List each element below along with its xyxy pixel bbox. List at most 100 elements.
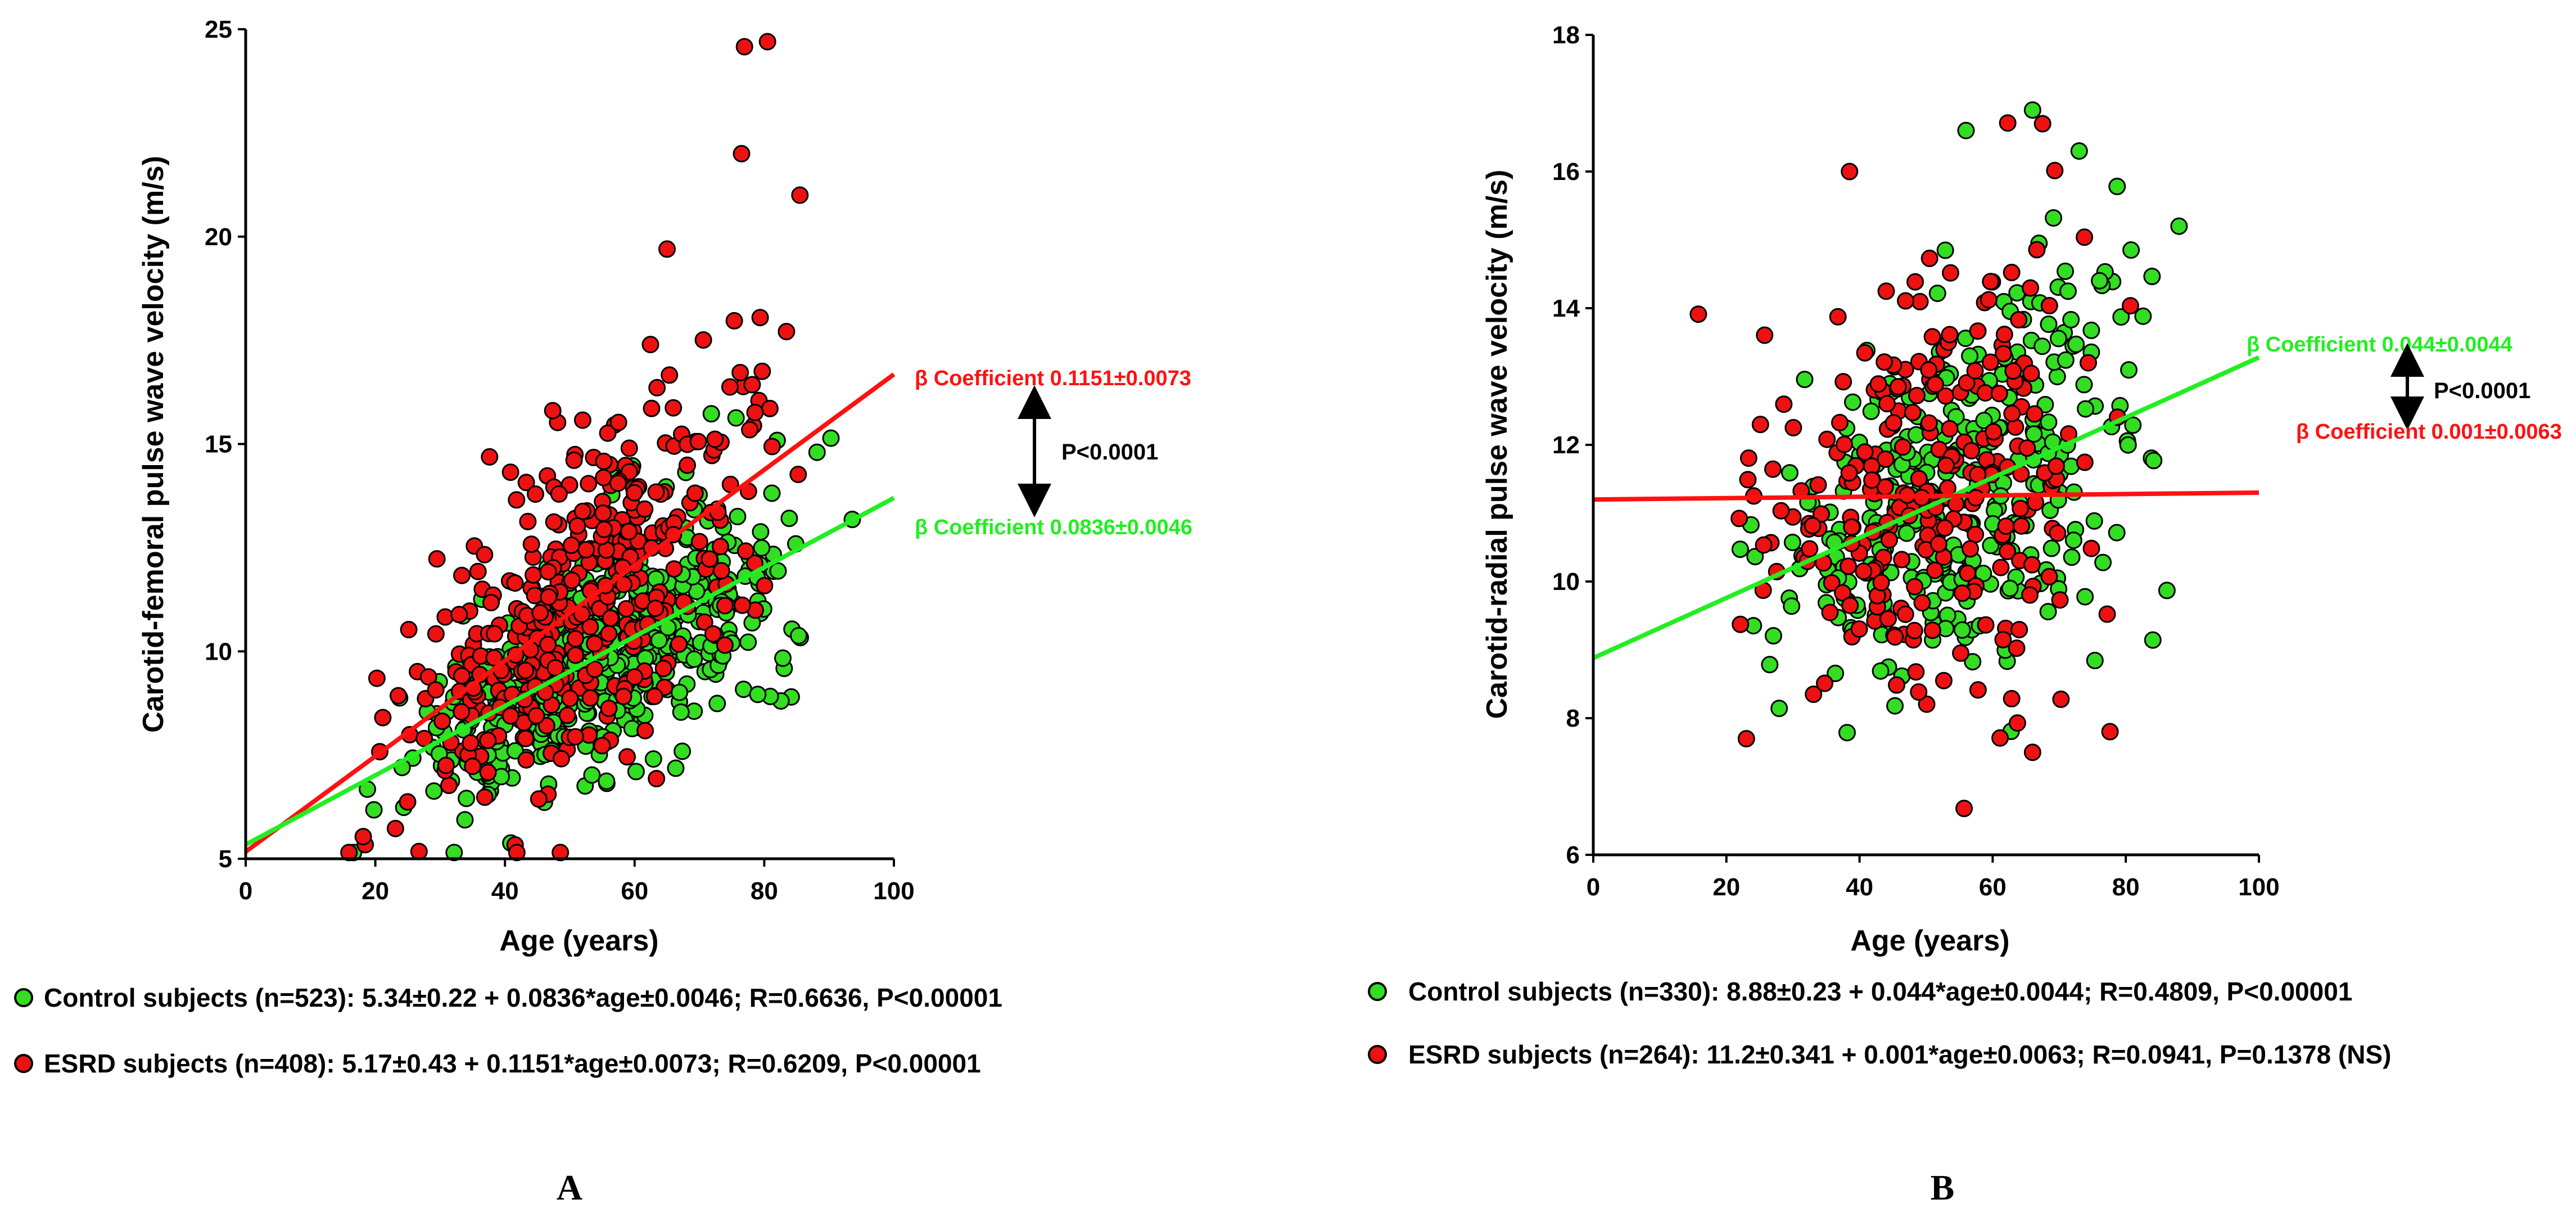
esrd-data-point xyxy=(450,606,468,624)
esrd-data-point xyxy=(1995,345,2012,363)
control-data-point xyxy=(727,409,745,427)
control-data-point xyxy=(1796,371,1814,389)
esrd-data-point xyxy=(453,667,471,685)
esrd-data-point xyxy=(648,378,666,396)
control-data-point xyxy=(780,510,798,528)
esrd-data-point xyxy=(701,550,718,568)
x-tick-label: 0 xyxy=(239,877,252,905)
esrd-data-point xyxy=(2018,439,2036,457)
esrd-data-point xyxy=(1730,510,1748,528)
esrd-data-point xyxy=(374,709,392,727)
x-tick-label: 40 xyxy=(491,877,519,905)
esrd-data-point xyxy=(517,661,535,679)
esrd-data-point xyxy=(390,687,407,705)
esrd-data-point xyxy=(1872,574,1890,592)
esrd-data-point xyxy=(1834,584,1852,602)
control-data-point xyxy=(739,633,757,651)
x-tick-label: 100 xyxy=(2238,873,2279,901)
esrd-data-point xyxy=(581,618,599,636)
control-data-point xyxy=(1928,285,1946,303)
panel-b-esrd-coefficient: β Coefficient 0.001±0.0063 xyxy=(2296,420,2562,444)
esrd-data-point xyxy=(2009,714,2026,732)
y-tick-label: 10 xyxy=(205,638,232,665)
esrd-data-point xyxy=(1906,273,1924,291)
esrd-data-point xyxy=(1926,561,1944,579)
esrd-data-point xyxy=(427,625,445,643)
esrd-data-point xyxy=(620,439,638,457)
panel-b-legend-esrd-marker xyxy=(1368,1045,1387,1064)
esrd-data-point xyxy=(736,542,754,560)
esrd-data-point xyxy=(1813,505,1830,523)
esrd-data-point xyxy=(1985,423,2003,441)
esrd-data-point xyxy=(1850,620,1868,638)
esrd-data-point xyxy=(1962,540,1980,558)
x-tick-label: 80 xyxy=(2112,873,2140,901)
esrd-data-point xyxy=(563,571,581,589)
control-data-point xyxy=(763,484,781,502)
esrd-data-point xyxy=(1823,574,1841,592)
esrd-data-point xyxy=(2026,405,2044,423)
esrd-data-point xyxy=(1875,353,1893,371)
esrd-data-point xyxy=(661,366,679,384)
control-data-point xyxy=(1907,426,1925,444)
esrd-data-point xyxy=(1840,464,1858,482)
esrd-data-point xyxy=(733,145,751,163)
esrd-data-point xyxy=(517,751,535,769)
esrd-data-point xyxy=(2022,279,2040,297)
esrd-data-point xyxy=(716,636,734,654)
esrd-data-point xyxy=(2003,689,2021,707)
esrd-data-point xyxy=(1829,308,1847,326)
esrd-data-point xyxy=(2080,354,2097,372)
esrd-data-point xyxy=(433,713,451,730)
esrd-data-point xyxy=(1959,564,1977,582)
esrd-data-point xyxy=(573,502,591,520)
panel-a-esrd-coefficient: β Coefficient 0.1151±0.0073 xyxy=(915,367,1191,390)
esrd-data-point xyxy=(2008,639,2026,657)
esrd-data-point xyxy=(1941,420,1959,438)
control-data-point xyxy=(1936,241,1954,259)
esrd-data-point xyxy=(400,621,418,638)
esrd-data-point xyxy=(340,844,358,862)
esrd-data-point xyxy=(1784,419,1802,436)
esrd-data-point xyxy=(2040,567,2058,585)
control-data-point xyxy=(1770,700,1788,718)
esrd-data-point xyxy=(751,309,769,327)
control-data-point xyxy=(790,626,808,644)
esrd-data-point xyxy=(2023,556,2041,574)
esrd-data-point xyxy=(539,635,557,653)
esrd-data-point xyxy=(706,430,724,448)
esrd-data-point xyxy=(437,756,455,774)
esrd-data-point xyxy=(741,421,759,439)
esrd-data-point xyxy=(595,520,613,538)
control-data-point xyxy=(2039,603,2057,621)
esrd-data-point xyxy=(1980,291,1997,309)
esrd-data-point xyxy=(1886,628,1904,646)
control-data-point xyxy=(1975,412,1993,430)
y-tick-label: 10 xyxy=(1552,568,1580,596)
esrd-data-point xyxy=(567,646,585,664)
panel-b-regression-lines xyxy=(1592,355,2260,660)
esrd-data-point xyxy=(735,38,753,56)
esrd-data-point xyxy=(1990,385,2008,403)
esrd-regression-line xyxy=(244,372,896,854)
esrd-data-point xyxy=(665,399,683,417)
esrd-data-point xyxy=(1999,543,2017,561)
y-tick-label: 5 xyxy=(219,845,232,873)
control-data-point xyxy=(1964,653,1982,671)
esrd-data-point xyxy=(2021,586,2039,604)
esrd-data-point xyxy=(2076,453,2094,471)
esrd-data-point xyxy=(665,560,683,578)
esrd-data-point xyxy=(553,750,570,768)
esrd-data-point xyxy=(1755,536,1773,554)
esrd-data-point xyxy=(1997,517,2015,535)
control-data-point xyxy=(667,759,685,777)
panel-a-chart: 5 10 15 20 25 0 20 40 60 80 100 Age (years) Carot… xyxy=(14,16,1192,1207)
control-data-point xyxy=(671,683,689,701)
esrd-data-point xyxy=(530,790,548,808)
esrd-data-point xyxy=(670,635,688,653)
x-tick-label: 20 xyxy=(361,877,389,905)
esrd-data-point xyxy=(686,484,704,502)
esrd-data-point xyxy=(1918,695,1936,713)
control-data-point xyxy=(822,429,840,447)
